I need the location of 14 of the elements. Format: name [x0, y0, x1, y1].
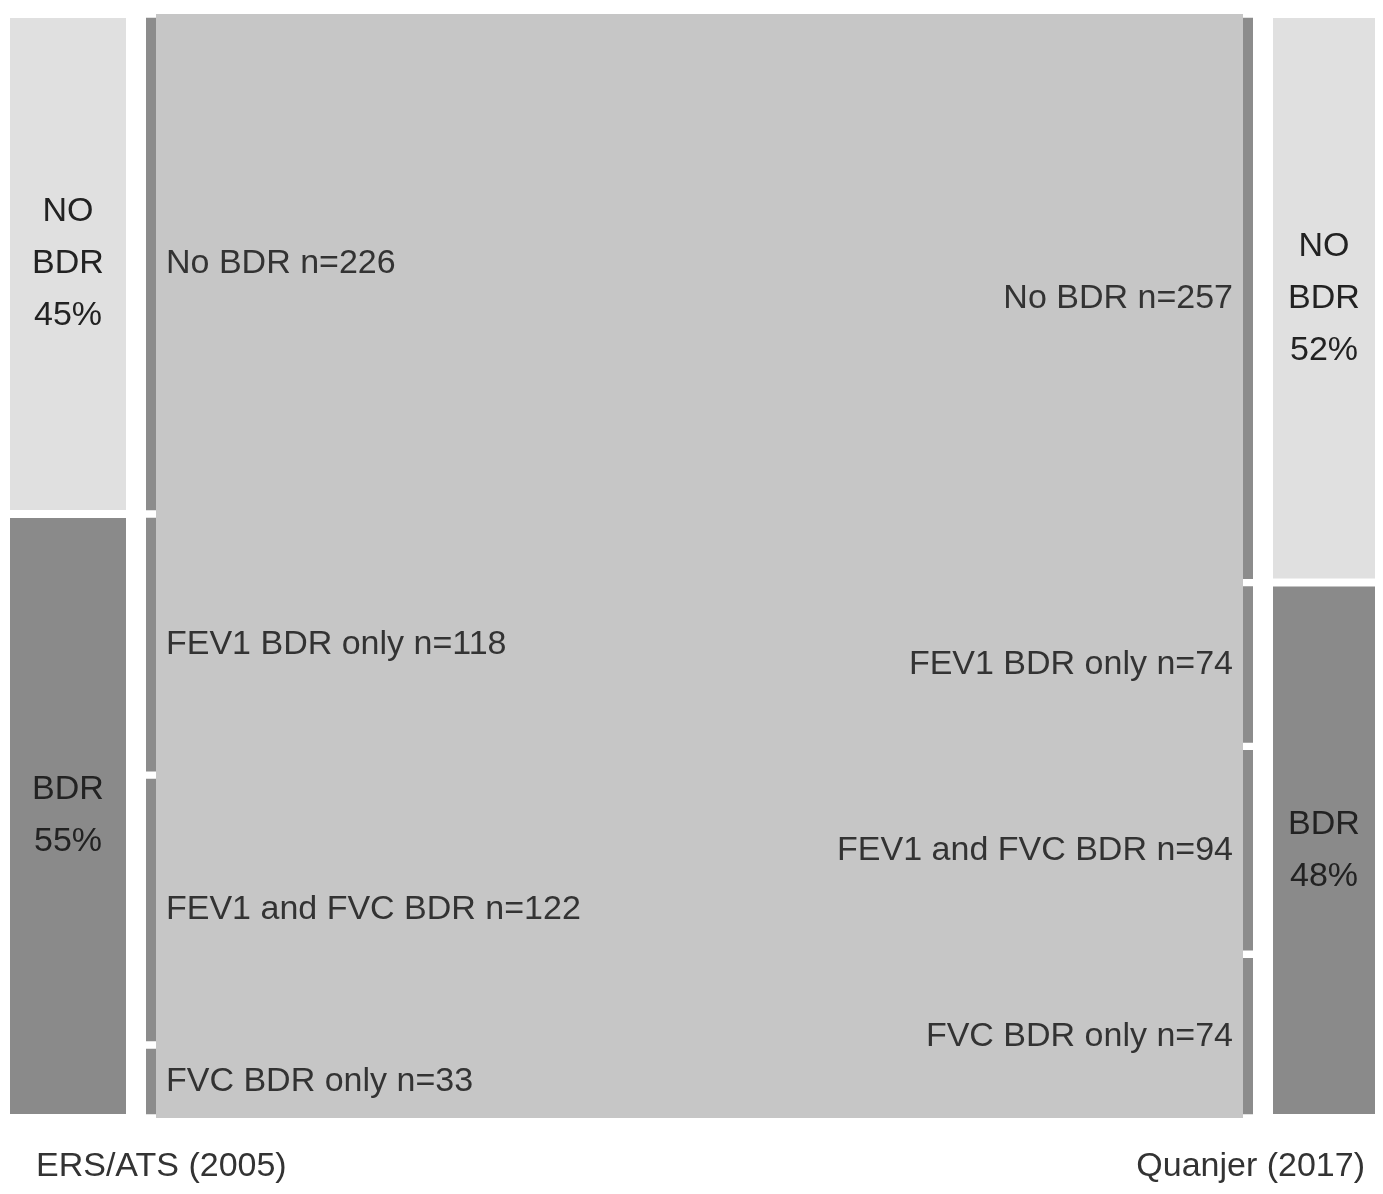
text: BDR 55% [32, 768, 104, 859]
data-label: FEV1 and FVC BDR n=94 [837, 828, 1233, 867]
text: NO BDR 45% [32, 190, 104, 333]
category-label: Quanjer (2017) [1136, 1145, 1365, 1183]
data-label: FEV1 BDR only n=118 [166, 622, 507, 661]
data-label: FVC BDR only n=33 [166, 1059, 474, 1098]
data-label: No BDR n=257 [1003, 276, 1233, 315]
data-label: No BDR n=226 [166, 242, 396, 281]
data-label: FVC BDR only n=74 [925, 1014, 1233, 1053]
text: BDR 48% [1288, 802, 1360, 893]
category-label: ERS/ATS (2005) [36, 1145, 287, 1183]
text: NO BDR 52% [1288, 224, 1360, 367]
data-label: FEV1 and FVC BDR n=122 [166, 888, 581, 927]
data-label: FEV1 BDR only n=74 [908, 642, 1233, 681]
